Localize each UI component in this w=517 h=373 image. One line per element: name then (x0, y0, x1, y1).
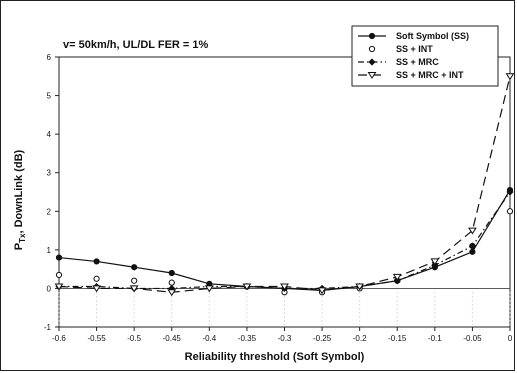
y-axis-label: PTx, DownLink (dB) (13, 149, 27, 250)
data-point (129, 285, 139, 293)
data-point (131, 264, 138, 271)
data-point (92, 285, 101, 293)
data-point (355, 283, 365, 291)
data-point (55, 271, 63, 279)
data-point (131, 277, 138, 284)
data-point (506, 208, 514, 215)
x-tick-label: -0.4 (202, 334, 216, 343)
x-tick-label: -0.25 (313, 334, 332, 343)
data-point (204, 285, 214, 293)
y-tick-label: 2 (47, 207, 52, 216)
data-point (167, 289, 177, 297)
data-point (168, 279, 175, 286)
legend-marker (367, 72, 377, 79)
x-tick-label: -0.55 (87, 334, 106, 343)
series-line (59, 191, 511, 290)
legend-item: SS + INT (368, 44, 433, 54)
legend-marker (368, 32, 376, 40)
y-tick-label: 0 (47, 284, 52, 293)
series-1 (55, 186, 514, 294)
series-4 (54, 73, 515, 297)
x-tick-label: -0.6 (52, 334, 66, 343)
y-tick-label: 5 (47, 92, 52, 101)
x-tick-label: -0.15 (388, 334, 407, 343)
data-point (430, 258, 440, 266)
x-tick-label: -0.45 (163, 334, 182, 343)
x-tick-label: -0.3 (278, 334, 292, 343)
x-tick-label: -0.1 (428, 334, 442, 343)
y-tick-label: 1 (47, 246, 52, 255)
data-point (317, 287, 327, 295)
data-point (505, 73, 515, 81)
legend-label: SS + MRC (396, 57, 439, 67)
legend-item: SS + MRC + INT (358, 70, 464, 80)
x-tick-label: -0.35 (238, 334, 257, 343)
x-tick-label: -0.05 (463, 334, 482, 343)
legend-marker (368, 45, 376, 53)
series-line (58, 76, 511, 293)
x-axis-label: Reliability threshold (Soft Symbol) (185, 351, 365, 363)
x-tick-label: -0.2 (353, 334, 367, 343)
legend-label: Soft Symbol (SS) (396, 31, 469, 41)
x-tick-label: -0.5 (127, 334, 141, 343)
data-point (93, 275, 100, 282)
legend-label: SS + INT (396, 44, 433, 54)
data-point (468, 242, 476, 250)
legend: Soft Symbol (SS) SS + INT SS + MRC SS + MRC… (351, 25, 499, 87)
series-3 (55, 188, 514, 292)
legend-marker (368, 58, 376, 66)
data-point (468, 227, 477, 235)
data-point (280, 283, 289, 291)
data-point (93, 258, 100, 265)
data-point (392, 273, 402, 281)
data-point (55, 254, 63, 261)
legend-label: SS + MRC + INT (396, 70, 464, 80)
y-tick-label: -1 (44, 323, 52, 332)
data-point (54, 283, 64, 291)
data-point (506, 188, 514, 196)
chart-subtitle: v= 50km/h, UL/DL FER = 1% (63, 39, 209, 51)
series-2 (55, 208, 514, 296)
legend-item: SS + MRC (358, 57, 439, 67)
y-tick-label: 3 (47, 169, 52, 178)
legend-item: Soft Symbol (SS) (358, 31, 469, 41)
x-tick-label: 0 (508, 334, 513, 343)
data-point (469, 248, 476, 255)
series-line (58, 189, 511, 291)
y-tick-label: 6 (47, 53, 52, 62)
y-tick-label: 4 (47, 130, 52, 139)
data-point (168, 269, 175, 277)
data-point (242, 283, 252, 291)
